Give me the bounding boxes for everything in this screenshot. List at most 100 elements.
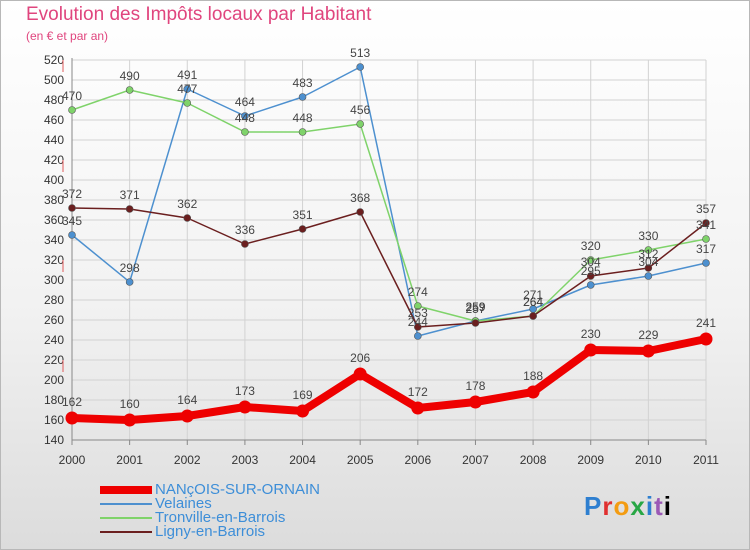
data-label: 274 [408,285,428,299]
data-point [183,85,192,93]
data-label: 162 [62,395,82,409]
data-label: 304 [638,255,658,269]
data-label: 513 [350,46,370,60]
data-label: 371 [120,188,140,202]
data-point [183,99,192,107]
data-point [241,240,249,248]
data-label: 330 [638,229,658,243]
data-point [411,401,425,415]
data-point [526,385,540,399]
data-label: 206 [350,351,370,365]
data-label: 368 [350,191,370,205]
chart-subtitle: (en € et par an) [26,29,109,43]
y-tick-label: 360 [44,213,64,227]
data-point [123,413,137,427]
x-tick-label: 2003 [232,453,259,467]
data-point [414,323,422,331]
data-label: 470 [62,89,82,103]
data-label: 362 [177,197,197,211]
y-tick-label: 240 [44,333,64,347]
legend-swatch-ligny [100,531,152,533]
data-point [356,208,364,216]
data-point [644,246,653,254]
y-tick-label: 220 [44,353,64,367]
y-tick-label: 160 [44,413,64,427]
x-tick-label: 2005 [347,453,374,467]
data-point [356,120,364,128]
y-tick-label: 420 [44,153,64,167]
y-tick-label: 320 [44,253,64,267]
data-point [586,272,595,280]
y-tick-label: 260 [44,313,64,327]
data-point [296,404,310,418]
data-point [644,272,653,280]
chart-title: Evolution des Impôts locaux par Habitant [26,4,372,25]
data-point [699,332,713,346]
data-label: 164 [177,393,197,407]
data-point [468,395,482,409]
data-label: 483 [293,76,313,90]
data-label: 259 [465,300,485,314]
series-line-2 [71,89,707,322]
data-point [180,409,194,423]
data-point [702,235,710,243]
y-tick-label: 300 [44,273,64,287]
data-label: 341 [696,218,716,232]
data-point [353,367,367,381]
data-point [471,319,480,327]
x-tick-label: 2007 [462,453,489,467]
y-tick-label: 460 [44,113,64,127]
data-label: 448 [235,111,255,125]
data-label: 317 [696,242,716,256]
data-label: 456 [350,103,370,117]
y-tick-label: 480 [44,93,64,107]
data-point [241,128,249,136]
y-tick-label: 380 [44,193,64,207]
data-point [356,63,364,71]
y-tick-label: 440 [44,133,64,147]
data-point [68,204,76,212]
data-point [125,278,134,286]
legend-label-velaines: Velaines [155,495,212,512]
data-point [68,106,76,114]
data-label: 320 [581,239,601,253]
y-tick-label: 520 [44,53,64,67]
x-tick-label: 2006 [404,453,431,467]
series-line-3 [71,207,707,328]
data-label: 351 [293,208,313,222]
data-point [644,264,653,272]
data-label: 244 [408,315,428,329]
data-label: 357 [696,202,716,216]
data-point [586,281,595,289]
data-label: 477 [177,82,197,96]
data-point [414,302,422,310]
data-label: 188 [523,369,543,383]
proxiti-logo: Proxiti [584,491,672,521]
x-tick-label: 2011 [693,453,719,467]
y-tick-label: 500 [44,73,64,87]
data-point [641,344,655,358]
data-label: 336 [235,223,255,237]
data-label: 253 [408,306,428,320]
legend-swatch-velaines [100,503,152,505]
legend-swatch-tronville [100,517,152,519]
x-tick-label: 2000 [59,453,86,467]
y-tick-label: 340 [44,233,64,247]
data-point [414,332,422,340]
data-label: 229 [638,328,658,342]
data-label: 464 [235,95,255,109]
data-label: 298 [120,261,140,275]
series-line-0 [68,335,710,424]
data-point [65,411,79,425]
data-point [584,343,598,357]
data-point [238,400,252,414]
data-point [125,205,134,213]
data-label: 230 [581,327,601,341]
data-label: 312 [638,247,658,261]
data-label: 169 [293,388,313,402]
data-label: 259 [465,300,485,314]
data-label: 264 [523,295,543,309]
data-point [68,231,76,239]
data-point [702,219,710,227]
